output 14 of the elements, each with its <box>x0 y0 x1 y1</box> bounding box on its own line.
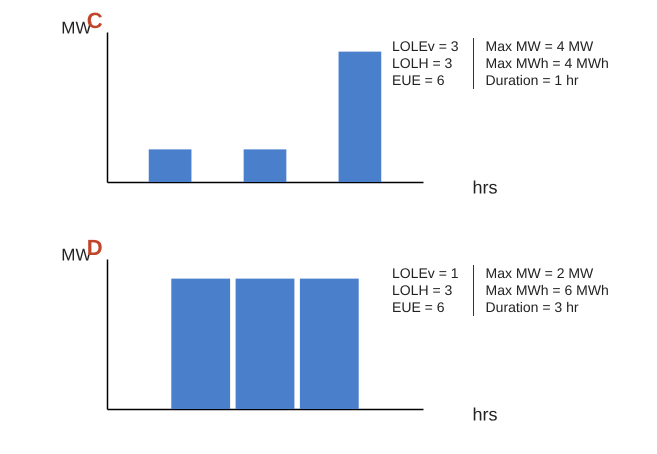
annotation: EUE = 6 <box>392 72 446 89</box>
annotation: LOLEv = 3 <box>392 38 459 55</box>
text: Duration = 1 hr <box>486 72 580 89</box>
text: Max MW = 2 MW <box>486 265 594 282</box>
text: Max MWh = 4 MWh <box>486 55 609 72</box>
text: Duration = 3 hr <box>486 299 580 316</box>
annotation: LOLH = 3 <box>392 282 454 299</box>
x-axis-title: hrs <box>472 178 498 198</box>
text: Max MWh = 6 MWh <box>486 282 609 299</box>
annotation: EUE = 6 <box>392 299 446 316</box>
annotation: LOLEv = 1 <box>392 265 459 282</box>
annotation: LOLH = 3 <box>392 55 454 72</box>
x-axis-title: hrs <box>472 404 498 424</box>
text: Max MW = 4 MW <box>486 38 594 55</box>
